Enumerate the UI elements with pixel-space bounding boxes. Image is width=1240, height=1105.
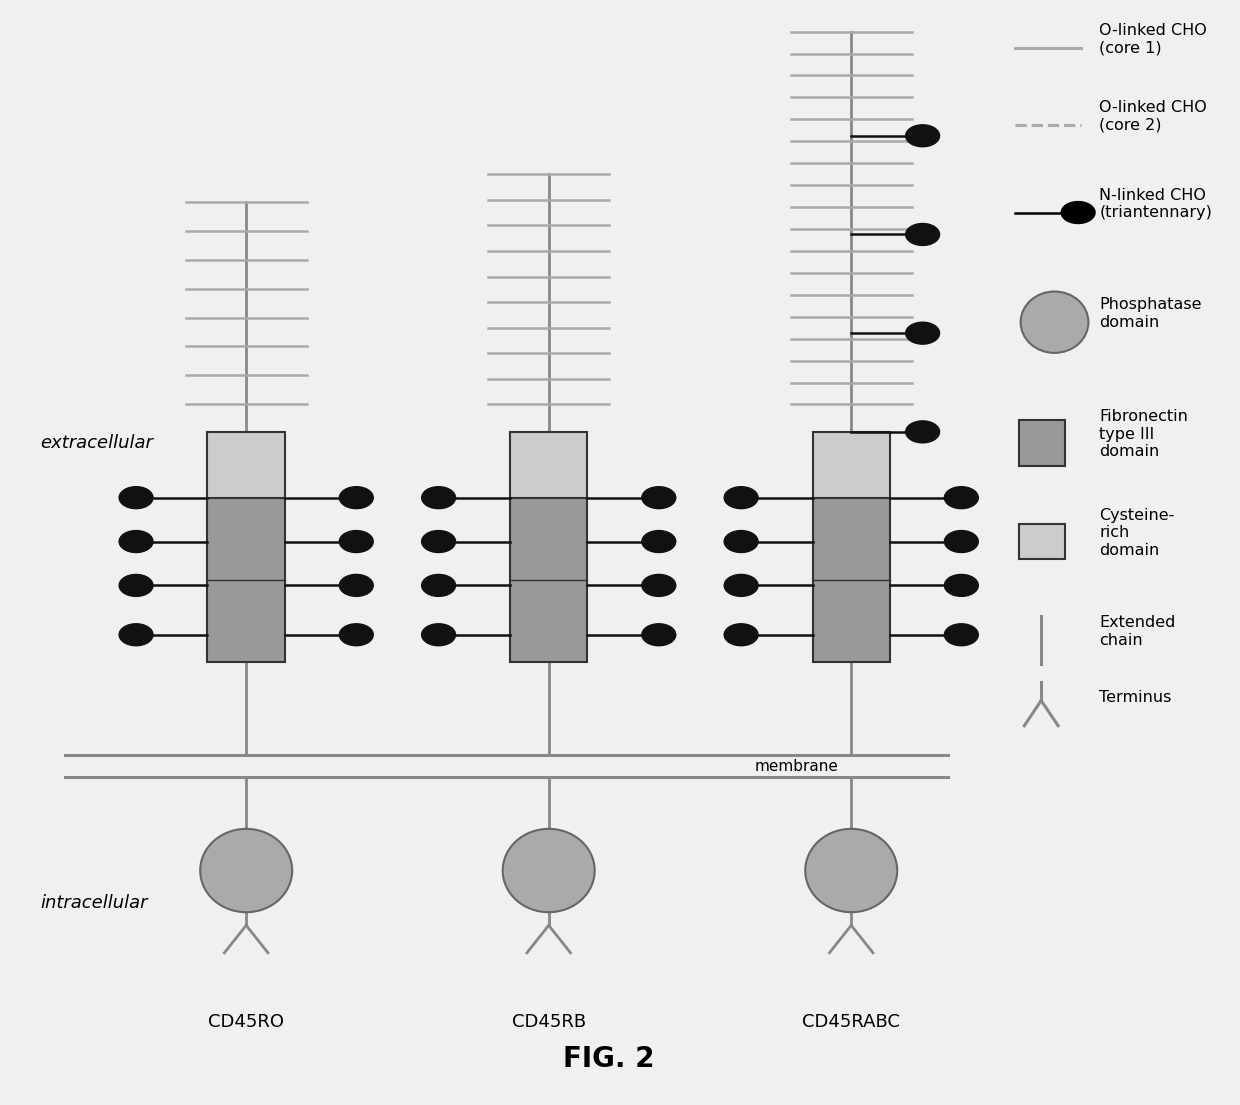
Ellipse shape xyxy=(340,624,373,645)
Ellipse shape xyxy=(642,486,676,508)
Ellipse shape xyxy=(724,624,758,645)
Ellipse shape xyxy=(945,575,978,597)
Ellipse shape xyxy=(119,624,153,645)
Circle shape xyxy=(200,829,293,913)
Ellipse shape xyxy=(119,530,153,552)
Ellipse shape xyxy=(642,530,676,552)
Bar xyxy=(510,497,588,662)
Text: CD45RO: CD45RO xyxy=(208,1013,284,1031)
Ellipse shape xyxy=(905,223,940,245)
Ellipse shape xyxy=(422,486,455,508)
Ellipse shape xyxy=(642,575,676,597)
Text: extracellular: extracellular xyxy=(41,434,154,452)
Ellipse shape xyxy=(945,530,978,552)
Ellipse shape xyxy=(905,323,940,344)
Text: N-linked CHO
(triantennary): N-linked CHO (triantennary) xyxy=(1100,188,1213,220)
Ellipse shape xyxy=(422,624,455,645)
Text: FIG. 2: FIG. 2 xyxy=(563,1045,655,1073)
Ellipse shape xyxy=(724,575,758,597)
Bar xyxy=(1019,524,1065,559)
Ellipse shape xyxy=(945,624,978,645)
Text: CD45RB: CD45RB xyxy=(512,1013,585,1031)
Ellipse shape xyxy=(642,624,676,645)
Circle shape xyxy=(502,829,595,913)
Text: intracellular: intracellular xyxy=(41,894,148,913)
Ellipse shape xyxy=(422,530,455,552)
Ellipse shape xyxy=(340,575,373,597)
Bar xyxy=(812,497,890,662)
Ellipse shape xyxy=(1061,201,1095,223)
Text: Cysteine-
rich
domain: Cysteine- rich domain xyxy=(1100,508,1174,558)
Ellipse shape xyxy=(119,575,153,597)
Ellipse shape xyxy=(724,486,758,508)
Text: O-linked CHO
(core 1): O-linked CHO (core 1) xyxy=(1100,23,1207,55)
Bar xyxy=(812,432,890,497)
Text: O-linked CHO
(core 2): O-linked CHO (core 2) xyxy=(1100,99,1207,133)
Ellipse shape xyxy=(905,125,940,147)
Text: CD45RABC: CD45RABC xyxy=(802,1013,900,1031)
Ellipse shape xyxy=(905,421,940,443)
Ellipse shape xyxy=(119,486,153,508)
Text: Terminus: Terminus xyxy=(1100,690,1172,705)
Circle shape xyxy=(1021,292,1089,352)
Ellipse shape xyxy=(422,575,455,597)
Circle shape xyxy=(805,829,898,913)
Bar xyxy=(510,432,588,497)
Text: Phosphatase
domain: Phosphatase domain xyxy=(1100,297,1202,329)
Ellipse shape xyxy=(340,486,373,508)
Text: Extended
chain: Extended chain xyxy=(1100,615,1176,648)
Bar xyxy=(1019,420,1065,466)
Bar xyxy=(207,497,285,662)
Text: Fibronectin
type III
domain: Fibronectin type III domain xyxy=(1100,409,1188,459)
Ellipse shape xyxy=(340,530,373,552)
Text: membrane: membrane xyxy=(754,759,838,774)
Bar xyxy=(207,432,285,497)
Ellipse shape xyxy=(945,486,978,508)
Ellipse shape xyxy=(724,530,758,552)
